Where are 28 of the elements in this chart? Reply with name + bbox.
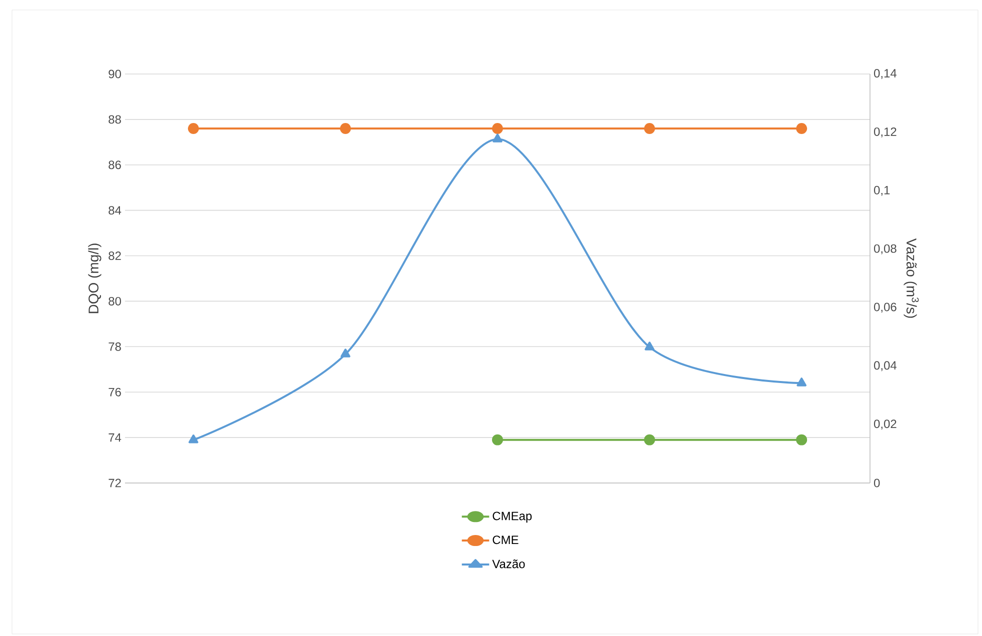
y2-tick-label: 0,08	[874, 244, 896, 254]
y2-tick-label: 0,12	[874, 127, 896, 138]
y-tick-label: 72	[108, 478, 121, 488]
y-tick-label: 86	[108, 160, 121, 170]
y2-tick-label: 0,04	[874, 361, 897, 372]
y2-axis-title: Vazão (m$^{3}$/s)	[904, 238, 919, 318]
y2-tick-label: 0,1	[874, 186, 890, 196]
y-axis-title: DQO (mg/l)	[88, 244, 102, 314]
legend-label: CME	[492, 536, 518, 544]
point	[796, 378, 806, 386]
legend-label: CMEap	[492, 512, 532, 523]
y-tick-label: 76	[108, 388, 121, 396]
y2-tick-label: 0	[874, 478, 880, 488]
y-tick-label: 88	[108, 115, 121, 124]
y2-tick-label: 0,14	[874, 69, 897, 79]
point	[492, 134, 502, 142]
point	[644, 342, 654, 350]
y2-tick-label: 0,06	[874, 302, 896, 313]
y-tick-label: 74	[108, 433, 122, 442]
y-tick-label: 84	[108, 206, 122, 215]
y-tick-label: 82	[108, 252, 121, 260]
y-tick-label: 80	[108, 296, 122, 306]
point	[340, 348, 350, 358]
y-tick-label: 90	[108, 70, 122, 78]
y2-tick-label: 0,02	[874, 420, 896, 430]
legend-label: Vazão	[492, 559, 525, 568]
point	[188, 434, 198, 444]
y-tick-label: 78	[108, 342, 121, 351]
